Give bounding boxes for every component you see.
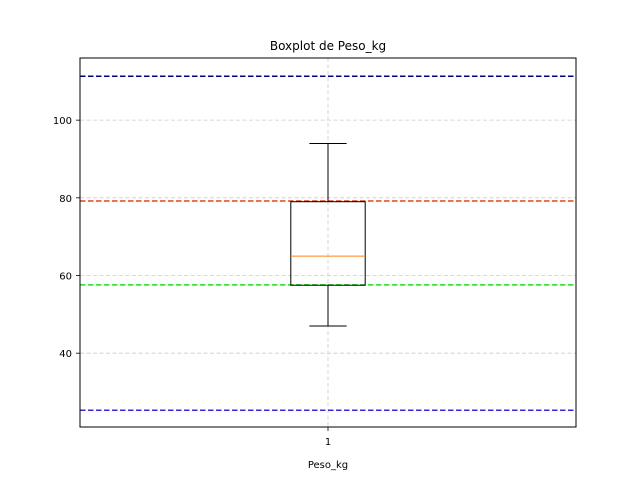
y-tick-label: 100	[53, 116, 72, 127]
grid-layer	[80, 58, 576, 427]
chart-title: Boxplot de Peso_kg	[270, 39, 386, 53]
y-tick-label: 80	[59, 194, 72, 205]
y-tick-label: 60	[59, 272, 72, 283]
box-iqr	[290, 201, 366, 286]
x-axis-title: Peso_kg	[308, 460, 348, 471]
axis-layer: 40 60 80 100 1	[53, 116, 331, 448]
box-layer	[290, 142, 366, 327]
x-tick-label: 1	[325, 437, 331, 448]
y-tick-label: 40	[59, 349, 72, 360]
